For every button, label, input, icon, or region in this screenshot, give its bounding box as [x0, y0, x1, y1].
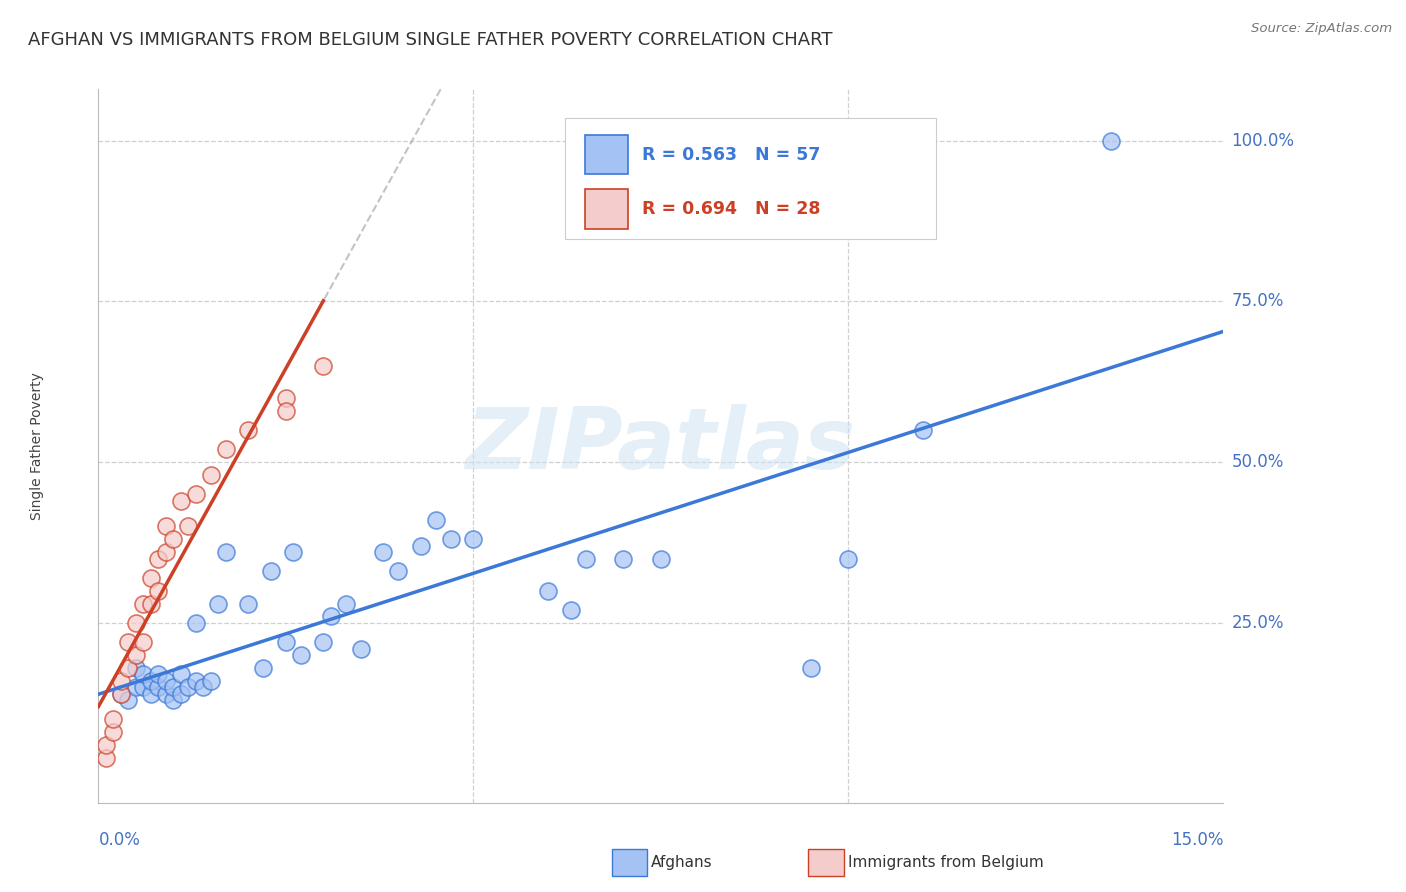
Point [94, 751, 117, 765]
Point [274, 635, 297, 649]
Point [912, 423, 935, 437]
Point [463, 533, 485, 547]
Point [148, 551, 170, 566]
Point [193, 680, 215, 694]
Point [252, 661, 274, 675]
Point [125, 680, 148, 694]
Text: 100.0%: 100.0% [1232, 132, 1295, 150]
Point [409, 539, 432, 553]
Point [800, 661, 823, 675]
Point [290, 648, 312, 662]
Point [162, 680, 184, 694]
Point [650, 551, 672, 566]
Point [1099, 134, 1122, 148]
Point [162, 693, 184, 707]
Point [132, 635, 155, 649]
FancyBboxPatch shape [585, 136, 628, 175]
Point [110, 686, 132, 700]
Point [575, 551, 598, 566]
Text: ZIPatlas: ZIPatlas [465, 404, 856, 488]
Point [274, 391, 297, 405]
Point [350, 641, 373, 656]
Point [155, 519, 177, 533]
Text: Source: ZipAtlas.com: Source: ZipAtlas.com [1251, 22, 1392, 36]
Point [132, 667, 155, 681]
Point [207, 597, 229, 611]
Point [238, 597, 260, 611]
FancyBboxPatch shape [585, 189, 628, 228]
Point [139, 673, 162, 688]
Point [184, 615, 207, 630]
Point [335, 597, 357, 611]
Text: 0.0%: 0.0% [98, 830, 141, 848]
Point [319, 609, 342, 624]
Text: 50.0%: 50.0% [1232, 453, 1284, 471]
Point [537, 583, 560, 598]
Text: 75.0%: 75.0% [1232, 293, 1284, 310]
Point [148, 667, 170, 681]
FancyBboxPatch shape [565, 118, 936, 239]
Text: R = 0.694   N = 28: R = 0.694 N = 28 [641, 200, 820, 218]
Text: R = 0.563   N = 57: R = 0.563 N = 57 [641, 146, 820, 164]
Point [155, 673, 177, 688]
Point [215, 442, 238, 457]
Point [125, 661, 148, 675]
Point [373, 545, 395, 559]
Point [387, 565, 409, 579]
Point [132, 680, 155, 694]
Point [148, 680, 170, 694]
Point [612, 551, 634, 566]
Point [283, 545, 305, 559]
Point [110, 686, 132, 700]
Point [117, 635, 139, 649]
Point [440, 533, 463, 547]
Text: 15.0%: 15.0% [1171, 830, 1223, 848]
Text: Afghans: Afghans [651, 855, 713, 870]
Point [560, 603, 582, 617]
Text: AFGHAN VS IMMIGRANTS FROM BELGIUM SINGLE FATHER POVERTY CORRELATION CHART: AFGHAN VS IMMIGRANTS FROM BELGIUM SINGLE… [28, 31, 832, 49]
Point [139, 571, 162, 585]
Point [215, 545, 238, 559]
Point [155, 686, 177, 700]
Point [200, 673, 222, 688]
Point [177, 519, 200, 533]
Point [184, 487, 207, 501]
Point [117, 661, 139, 675]
Point [260, 565, 283, 579]
Point [162, 533, 184, 547]
Point [125, 615, 148, 630]
Text: Single Father Poverty: Single Father Poverty [30, 372, 44, 520]
Point [103, 712, 125, 726]
Point [184, 673, 207, 688]
Point [139, 597, 162, 611]
Point [103, 725, 125, 739]
Point [177, 680, 200, 694]
Point [238, 423, 260, 437]
Point [125, 648, 148, 662]
Point [94, 738, 117, 752]
Point [837, 551, 859, 566]
Point [155, 545, 177, 559]
Point [425, 513, 447, 527]
Point [274, 403, 297, 417]
Point [170, 493, 193, 508]
Point [170, 667, 193, 681]
Point [139, 686, 162, 700]
Point [148, 583, 170, 598]
Text: 25.0%: 25.0% [1232, 614, 1284, 632]
Point [110, 673, 132, 688]
Point [117, 693, 139, 707]
Point [312, 359, 335, 373]
Point [132, 597, 155, 611]
Point [170, 686, 193, 700]
Point [312, 635, 335, 649]
Text: Immigrants from Belgium: Immigrants from Belgium [848, 855, 1043, 870]
Point [200, 467, 222, 482]
